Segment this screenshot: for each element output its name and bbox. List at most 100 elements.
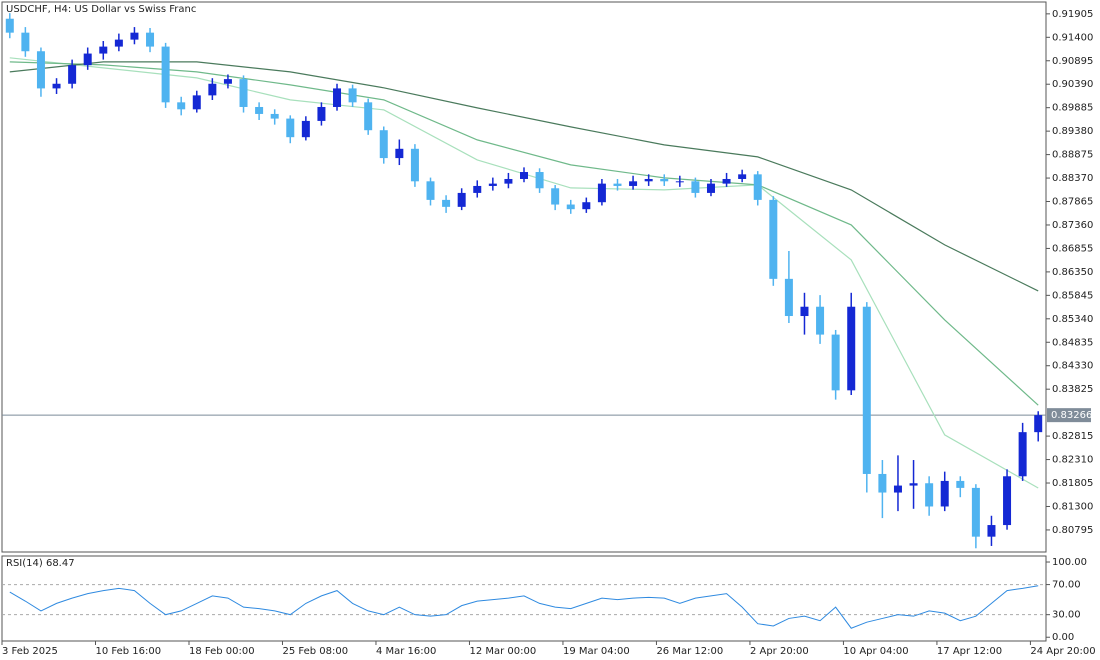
candle-body bbox=[644, 178, 653, 182]
candle-body bbox=[1003, 476, 1012, 526]
candle-body bbox=[878, 473, 887, 493]
y-tick-label: 0.86855 bbox=[1052, 243, 1093, 254]
candle-body bbox=[862, 306, 871, 474]
candle-body bbox=[629, 181, 638, 186]
candle-body bbox=[722, 178, 731, 184]
candle-body bbox=[83, 53, 92, 66]
candle-body bbox=[379, 130, 388, 159]
candle-body bbox=[364, 102, 373, 131]
candle-body bbox=[161, 46, 170, 103]
y-tick-label: 0.88875 bbox=[1052, 150, 1093, 161]
x-tick-label: 3 Feb 2025 bbox=[2, 646, 58, 657]
candle-body bbox=[1034, 415, 1043, 433]
candle-body bbox=[753, 174, 762, 200]
candle-body bbox=[457, 192, 466, 207]
moving-average bbox=[9, 61, 1039, 292]
candle-body bbox=[816, 306, 825, 335]
candle-body bbox=[395, 148, 404, 159]
x-tick-label: 18 Feb 00:00 bbox=[189, 646, 255, 657]
candle-body bbox=[520, 172, 528, 179]
candle-body bbox=[784, 278, 793, 317]
candle-body bbox=[909, 483, 918, 486]
rsi-panel bbox=[1, 555, 1047, 642]
x-tick-label: 26 Mar 12:00 bbox=[656, 646, 723, 657]
y-tick-label: 0.84835 bbox=[1052, 337, 1093, 348]
rsi-title: RSI(14) 68.47 bbox=[6, 558, 75, 569]
candle-body bbox=[270, 113, 279, 119]
candle-body bbox=[286, 118, 295, 138]
price-panel bbox=[1, 1, 1047, 553]
candle-body bbox=[473, 185, 482, 193]
y-tick-label: 0.87865 bbox=[1052, 197, 1093, 208]
current-price-label: 0.83266 bbox=[1051, 410, 1092, 421]
candle-body bbox=[114, 39, 123, 47]
y-tick-label: 0.90895 bbox=[1052, 56, 1093, 67]
candle-body bbox=[68, 65, 77, 84]
candle-body bbox=[208, 83, 217, 96]
candle-body bbox=[239, 79, 248, 107]
candle-body bbox=[192, 95, 201, 110]
candle-body bbox=[130, 32, 139, 40]
moving-average bbox=[9, 57, 1039, 489]
current-price-box bbox=[1047, 408, 1091, 423]
candle-body bbox=[956, 480, 965, 488]
candle-body bbox=[21, 32, 30, 52]
candle-body bbox=[255, 106, 264, 114]
y-tick-label: 70.00 bbox=[1052, 580, 1081, 591]
candle-body bbox=[5, 18, 14, 33]
candle-body bbox=[348, 88, 357, 103]
y-tick-label: 0.89380 bbox=[1052, 126, 1093, 137]
x-tick-label: 10 Apr 04:00 bbox=[843, 646, 908, 657]
candle-body bbox=[940, 480, 949, 507]
y-tick-label: 0.82310 bbox=[1052, 455, 1093, 466]
candle-body bbox=[847, 306, 856, 391]
candle-body bbox=[146, 32, 155, 47]
candle-body bbox=[566, 204, 575, 210]
y-tick-label: 0.85845 bbox=[1052, 290, 1093, 301]
candle-body bbox=[597, 183, 606, 203]
candle-body bbox=[426, 181, 435, 200]
candle-body bbox=[660, 178, 669, 182]
rsi-line bbox=[9, 585, 1039, 629]
y-tick-label: 0.00 bbox=[1052, 632, 1074, 643]
x-tick-label: 25 Feb 08:00 bbox=[282, 646, 348, 657]
candle-body bbox=[442, 199, 451, 207]
x-tick-label: 4 Mar 16:00 bbox=[376, 646, 436, 657]
candle-body bbox=[488, 183, 497, 186]
candle-body bbox=[800, 306, 809, 317]
x-tick-label: 24 Apr 20:00 bbox=[1030, 646, 1095, 657]
candle-body bbox=[1018, 432, 1027, 477]
candle-body bbox=[925, 483, 934, 507]
y-tick-label: 0.91400 bbox=[1052, 32, 1093, 43]
candle-body bbox=[535, 172, 544, 189]
candle-body bbox=[582, 202, 591, 210]
y-tick-label: 0.90390 bbox=[1052, 79, 1093, 90]
candle-body bbox=[52, 83, 61, 89]
y-tick-label: 0.85340 bbox=[1052, 314, 1093, 325]
y-tick-label: 0.82815 bbox=[1052, 431, 1093, 442]
x-tick-label: 19 Mar 04:00 bbox=[563, 646, 630, 657]
candle-body bbox=[223, 79, 232, 84]
chart-title: USDCHF, H4: US Dollar vs Swiss Franc bbox=[6, 4, 196, 15]
candle-body bbox=[691, 181, 700, 193]
y-tick-label: 0.81300 bbox=[1052, 501, 1093, 512]
candle-body bbox=[410, 148, 419, 182]
x-tick-label: 2 Apr 20:00 bbox=[750, 646, 809, 657]
candle-body bbox=[333, 88, 342, 107]
y-tick-label: 0.88370 bbox=[1052, 173, 1093, 184]
candle-body bbox=[971, 487, 980, 537]
x-tick-label: 10 Feb 16:00 bbox=[95, 646, 161, 657]
candle-body bbox=[301, 120, 310, 138]
y-tick-label: 0.81805 bbox=[1052, 478, 1093, 489]
candle-body bbox=[987, 525, 996, 537]
candle-body bbox=[831, 334, 840, 391]
y-tick-label: 0.87360 bbox=[1052, 220, 1093, 231]
candle-body bbox=[36, 51, 45, 89]
candle-body bbox=[317, 106, 326, 121]
y-tick-label: 0.83825 bbox=[1052, 384, 1093, 395]
x-tick-label: 17 Apr 12:00 bbox=[937, 646, 1002, 657]
candle-body bbox=[769, 199, 778, 279]
x-tick-label: 12 Mar 00:00 bbox=[469, 646, 536, 657]
y-tick-label: 0.89885 bbox=[1052, 103, 1093, 114]
y-tick-label: 0.86350 bbox=[1052, 267, 1093, 278]
